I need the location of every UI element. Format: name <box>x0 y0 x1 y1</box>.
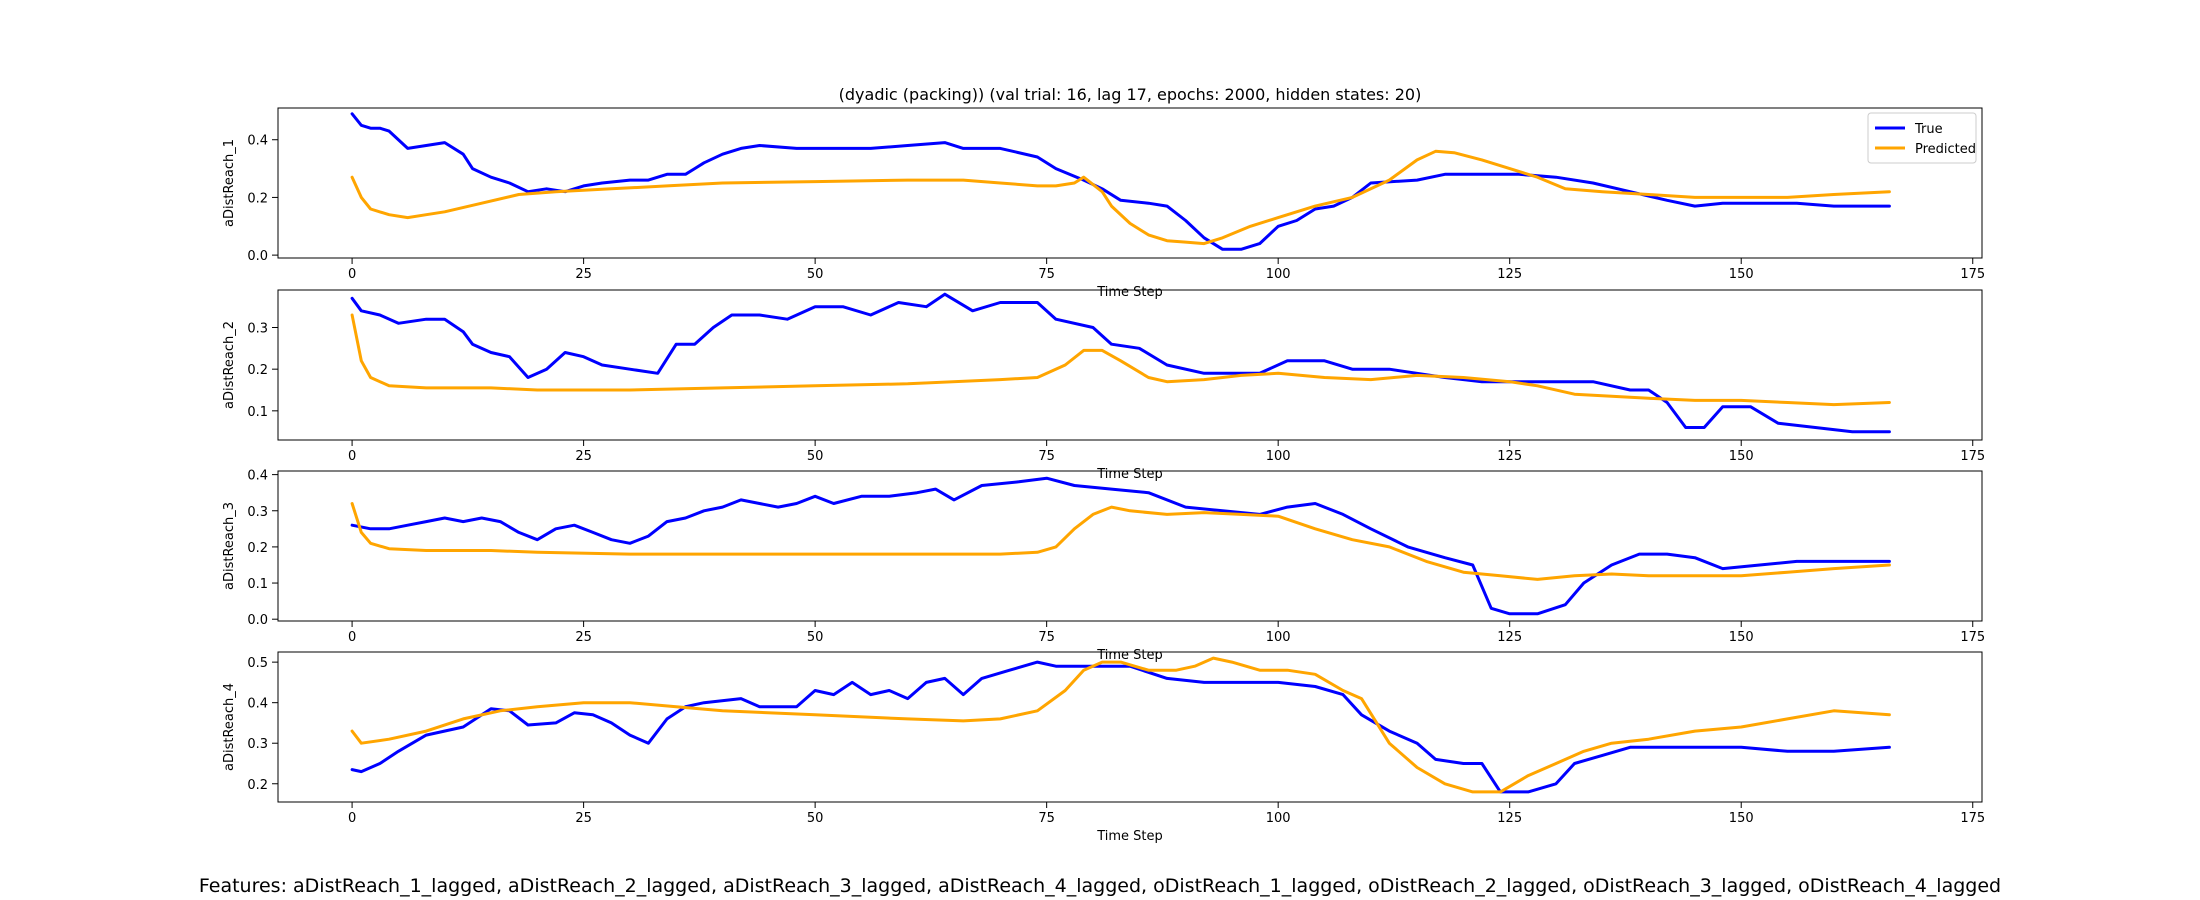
y-tick-label: 0.0 <box>247 613 268 628</box>
x-tick-label: 0 <box>348 811 356 826</box>
plot-frame <box>277 289 1983 441</box>
subplot-3: 0 25 50 75 100 125 150 175 0.0 0.1 0.2 0.3 0.4 aDistR… <box>222 469 1985 663</box>
series-line-predicted <box>350 656 1891 794</box>
y-tick-label: 0.2 <box>247 778 268 793</box>
x-tick-label: 125 <box>1497 267 1522 282</box>
y-axis-label: aDistReach_2 <box>222 321 237 409</box>
chart-title: (dyadic (packing)) (val trial: 16, lag 1… <box>839 85 1422 104</box>
x-tick-label: 175 <box>1960 449 1985 464</box>
y-tick-label: 0.4 <box>247 697 268 712</box>
x-tick-label: 175 <box>1960 630 1985 645</box>
x-tick-label: 25 <box>575 449 592 464</box>
y-tick-label: 0.2 <box>247 363 268 378</box>
x-tick-label: 100 <box>1266 449 1291 464</box>
x-tick-label: 75 <box>1038 449 1055 464</box>
subplot-2: 0 25 50 75 100 125 150 175 0.1 0.2 0.3 aDistReach_2… <box>222 289 1985 482</box>
x-tick-label: 100 <box>1266 630 1291 645</box>
legend-label-predicted: Predicted <box>1915 142 1976 157</box>
x-tick-label: 50 <box>807 630 824 645</box>
x-axis-label: Time Step <box>1096 285 1163 300</box>
subplot-1: 0 25 50 75 100 125 150 175 0.0 0.2 0.4 aDistReach_1… <box>222 107 1985 300</box>
x-tick-label: 100 <box>1266 811 1291 826</box>
x-tick-label: 0 <box>348 267 356 282</box>
series-line-predicted <box>350 313 1891 407</box>
x-tick-label: 50 <box>807 267 824 282</box>
y-tick-label: 0.1 <box>247 577 268 592</box>
x-tick-label: 75 <box>1038 267 1055 282</box>
plot-frame <box>277 107 1983 259</box>
x-tick-label: 125 <box>1497 630 1522 645</box>
series-line-predicted <box>350 502 1891 581</box>
series-line-true <box>350 292 1891 434</box>
y-tick-label: 0.1 <box>247 405 268 420</box>
x-tick-label: 75 <box>1038 630 1055 645</box>
x-tick-label: 150 <box>1729 811 1754 826</box>
y-tick-label: 0.3 <box>247 737 268 752</box>
x-axis-label: Time Step <box>1096 829 1163 844</box>
y-tick-label: 0.2 <box>247 191 268 206</box>
series-line-true <box>350 112 1891 251</box>
x-tick-label: 25 <box>575 630 592 645</box>
y-axis-label: aDistReach_4 <box>222 683 237 771</box>
legend: True Predicted <box>1867 112 1977 164</box>
series-line-predicted <box>350 149 1891 246</box>
series-line-true <box>350 660 1891 794</box>
x-tick-label: 125 <box>1497 811 1522 826</box>
panels-group: 0 25 50 75 100 125 150 175 0.0 0.2 0.4 aDistReach_1… <box>222 107 1985 844</box>
x-tick-label: 150 <box>1729 449 1754 464</box>
x-tick-label: 75 <box>1038 811 1055 826</box>
x-axis-label: Time Step <box>1096 467 1163 482</box>
y-axis-label: aDistReach_3 <box>222 502 237 590</box>
y-tick-label: 0.0 <box>247 249 268 264</box>
x-tick-label: 175 <box>1960 267 1985 282</box>
y-tick-label: 0.5 <box>247 656 268 671</box>
features-footer: Features: aDistReach_1_lagged, aDistReac… <box>198 875 2002 897</box>
subplot-4: 0 25 50 75 100 125 150 175 0.2 0.3 0.4 0.5 aDistReac… <box>222 651 1985 844</box>
x-tick-label: 0 <box>348 630 356 645</box>
y-tick-label: 0.4 <box>247 469 268 484</box>
y-tick-label: 0.4 <box>247 134 268 149</box>
x-tick-label: 100 <box>1266 267 1291 282</box>
x-tick-label: 50 <box>807 449 824 464</box>
x-tick-label: 25 <box>575 267 592 282</box>
series-line-true <box>350 476 1891 616</box>
y-tick-label: 0.2 <box>247 541 268 556</box>
x-tick-label: 150 <box>1729 630 1754 645</box>
y-tick-label: 0.3 <box>247 505 268 520</box>
x-tick-label: 150 <box>1729 267 1754 282</box>
x-tick-label: 0 <box>348 449 356 464</box>
legend-label-true: True <box>1914 122 1943 137</box>
x-tick-label: 50 <box>807 811 824 826</box>
x-tick-label: 125 <box>1497 449 1522 464</box>
y-tick-label: 0.3 <box>247 322 268 337</box>
y-axis-label: aDistReach_1 <box>222 139 237 227</box>
plot-frame <box>277 651 1983 803</box>
plot-frame <box>277 470 1983 622</box>
legend-box <box>1867 112 1977 164</box>
x-tick-label: 25 <box>575 811 592 826</box>
x-tick-label: 175 <box>1960 811 1985 826</box>
